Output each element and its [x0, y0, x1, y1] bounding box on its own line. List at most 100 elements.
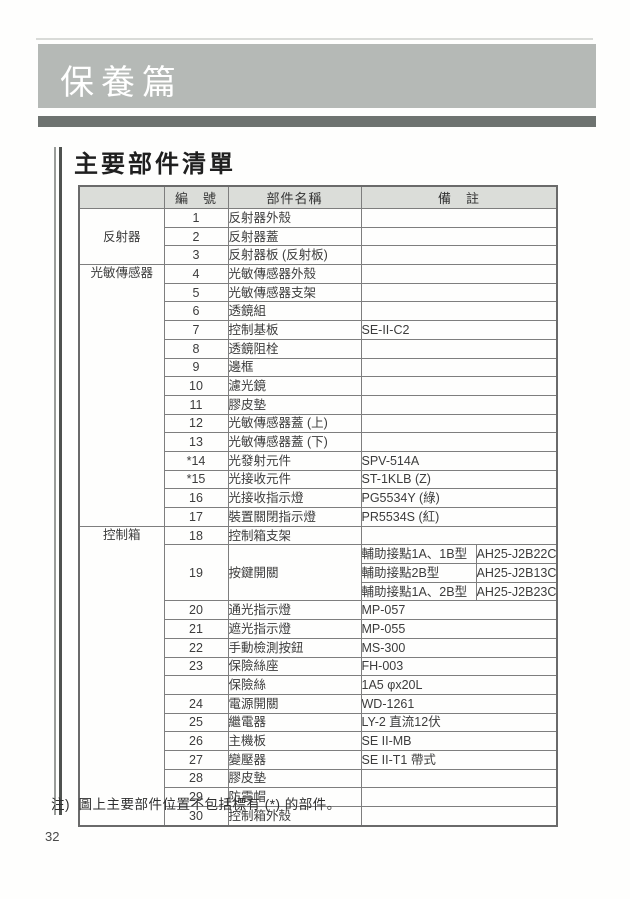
num-cell: 11 — [163, 394, 229, 415]
remark-type-cell: 輔助接點2B型 — [360, 563, 477, 583]
num-cell: *15 — [163, 469, 229, 490]
name-cell: 濾光鏡 — [227, 376, 362, 396]
remark-cell: MS-300 — [360, 637, 558, 658]
name-cell: 反射器板 (反射板) — [227, 245, 362, 266]
name-cell: 反射器蓋 — [227, 226, 362, 247]
num-cell: 19 — [163, 544, 229, 602]
name-cell: 繼電器 — [227, 712, 362, 733]
name-cell: 膠皮墊 — [227, 394, 362, 415]
num-cell: 22 — [163, 637, 229, 658]
remark-model-cell: AH25-J2B22C — [475, 544, 558, 565]
remark-cell — [360, 338, 558, 359]
num-cell: 7 — [163, 320, 229, 340]
group-label-control-box: 控制箱 — [78, 525, 165, 827]
name-cell: 遮光指示燈 — [227, 619, 362, 639]
num-cell: 16 — [163, 488, 229, 508]
name-cell: 光接收指示燈 — [227, 488, 362, 508]
name-cell: 控制箱支架 — [227, 525, 362, 546]
remark-cell: 1A5 φx20L — [360, 675, 558, 695]
num-cell: 23 — [163, 656, 229, 677]
table-row: 30 控制箱外殼 — [79, 805, 558, 827]
remark-cell — [360, 264, 558, 284]
table-header-row: 編 號 部件名稱 備 註 — [78, 185, 558, 209]
header-part-name-cell: 部件名稱 — [227, 185, 362, 209]
table-row: 24 電源開關 WD-1261 — [79, 693, 558, 714]
top-rule — [36, 38, 593, 40]
table-row: 28 膠皮墊 — [79, 768, 558, 789]
group-label-photosensor: 光敏傳感器 — [78, 264, 165, 527]
remark-cell: SE II-MB — [360, 731, 558, 751]
remark-cell — [360, 768, 558, 789]
section-marker-line — [54, 147, 62, 815]
num-cell: 26 — [163, 731, 229, 751]
num-cell: 20 — [163, 600, 229, 621]
name-cell: 變壓器 — [227, 749, 362, 770]
table-row: 反射器 1 反射器外殼 — [78, 207, 558, 266]
num-cell: 27 — [163, 749, 229, 770]
num-cell: 3 — [163, 245, 229, 266]
name-cell: 保險絲 — [227, 675, 362, 695]
name-cell: 反射器外殼 — [227, 208, 362, 228]
name-cell: 光接收元件 — [227, 469, 362, 490]
table-row: *15 光接收元件 ST-1KLB (Z) — [79, 469, 558, 490]
name-cell: 光敏傳感器外殼 — [227, 264, 362, 284]
remark-cell: FH-003 — [360, 656, 558, 677]
name-cell: 透鏡阻栓 — [227, 338, 362, 359]
table-row: 8 透鏡阻栓 — [79, 338, 558, 359]
remark-cell — [360, 394, 558, 415]
remark-cell — [360, 432, 558, 452]
name-cell: 按鍵開關 — [227, 544, 362, 602]
remark-cell — [360, 525, 558, 546]
num-cell — [163, 675, 229, 695]
name-cell: 邊框 — [227, 357, 362, 378]
table-row: 9 邊框 — [79, 357, 558, 378]
remark-cell: ST-1KLB (Z) — [360, 469, 558, 490]
name-cell: 光敏傳感器蓋 (上) — [227, 413, 362, 434]
table-row: 19 按鍵開關 輔助接點1A、1B型 AH25-J2B22C — [79, 544, 558, 602]
header-remark-cell: 備 註 — [360, 185, 558, 209]
name-cell: 控制箱外殼 — [227, 805, 362, 827]
num-cell: 5 — [163, 282, 229, 303]
name-cell: 主機板 — [227, 731, 362, 751]
remark-cell — [360, 301, 558, 322]
num-cell: 6 — [163, 301, 229, 322]
remark-cell: SE-II-C2 — [360, 320, 558, 340]
table-row: 3 反射器板 (反射板) — [79, 245, 558, 266]
num-cell: 4 — [163, 264, 229, 284]
table-row: 13 光敏傳感器蓋 (下) — [79, 432, 558, 452]
num-cell: 13 — [163, 432, 229, 452]
num-cell: 8 — [163, 338, 229, 359]
table-row: 控制箱 18 控制箱支架 — [78, 525, 558, 827]
header-group-cell — [78, 185, 165, 209]
table-row: 21 遮光指示燈 MP-055 — [79, 619, 558, 639]
num-cell: *14 — [163, 450, 229, 471]
remark-cell — [360, 805, 558, 827]
name-cell: 透鏡組 — [227, 301, 362, 322]
remark-model-cell: AH25-J2B23C — [475, 581, 558, 602]
remark-cell: SPV-514A — [360, 450, 558, 471]
table-row: 25 繼電器 LY-2 直流12伏 — [79, 712, 558, 733]
name-cell: 控制基板 — [227, 320, 362, 340]
group-label-reflector: 反射器 — [78, 207, 165, 266]
remark-cell: PG5534Y (綠) — [360, 488, 558, 508]
remark-cell — [360, 208, 558, 228]
num-cell: 25 — [163, 712, 229, 733]
name-cell: 光敏傳感器蓋 (下) — [227, 432, 362, 452]
name-cell: 通光指示燈 — [227, 600, 362, 621]
parts-table: 編 號 部件名稱 備 註 反射器 1 反射器外殼 2 反射器蓋 3 反射器板 (… — [78, 185, 559, 827]
num-cell: 28 — [163, 768, 229, 789]
table-row: 29 防震帽 — [79, 787, 558, 807]
table-row: 11 膠皮墊 — [79, 394, 558, 415]
chapter-banner: 保養篇 — [38, 44, 596, 108]
remark-cell: WD-1261 — [360, 693, 558, 714]
name-cell: 膠皮墊 — [227, 768, 362, 789]
remark-cell — [360, 376, 558, 396]
table-row: 23 保險絲座 FH-003 — [79, 656, 558, 677]
remark-cell — [360, 787, 558, 807]
num-cell: 10 — [163, 376, 229, 396]
banner-underline-bar — [38, 116, 596, 127]
table-row: 22 手動檢測按鈕 MS-300 — [79, 637, 558, 658]
section-title: 主要部件清單 — [74, 151, 236, 178]
table-row: 光敏傳感器 4 光敏傳感器外殼 — [78, 264, 558, 527]
